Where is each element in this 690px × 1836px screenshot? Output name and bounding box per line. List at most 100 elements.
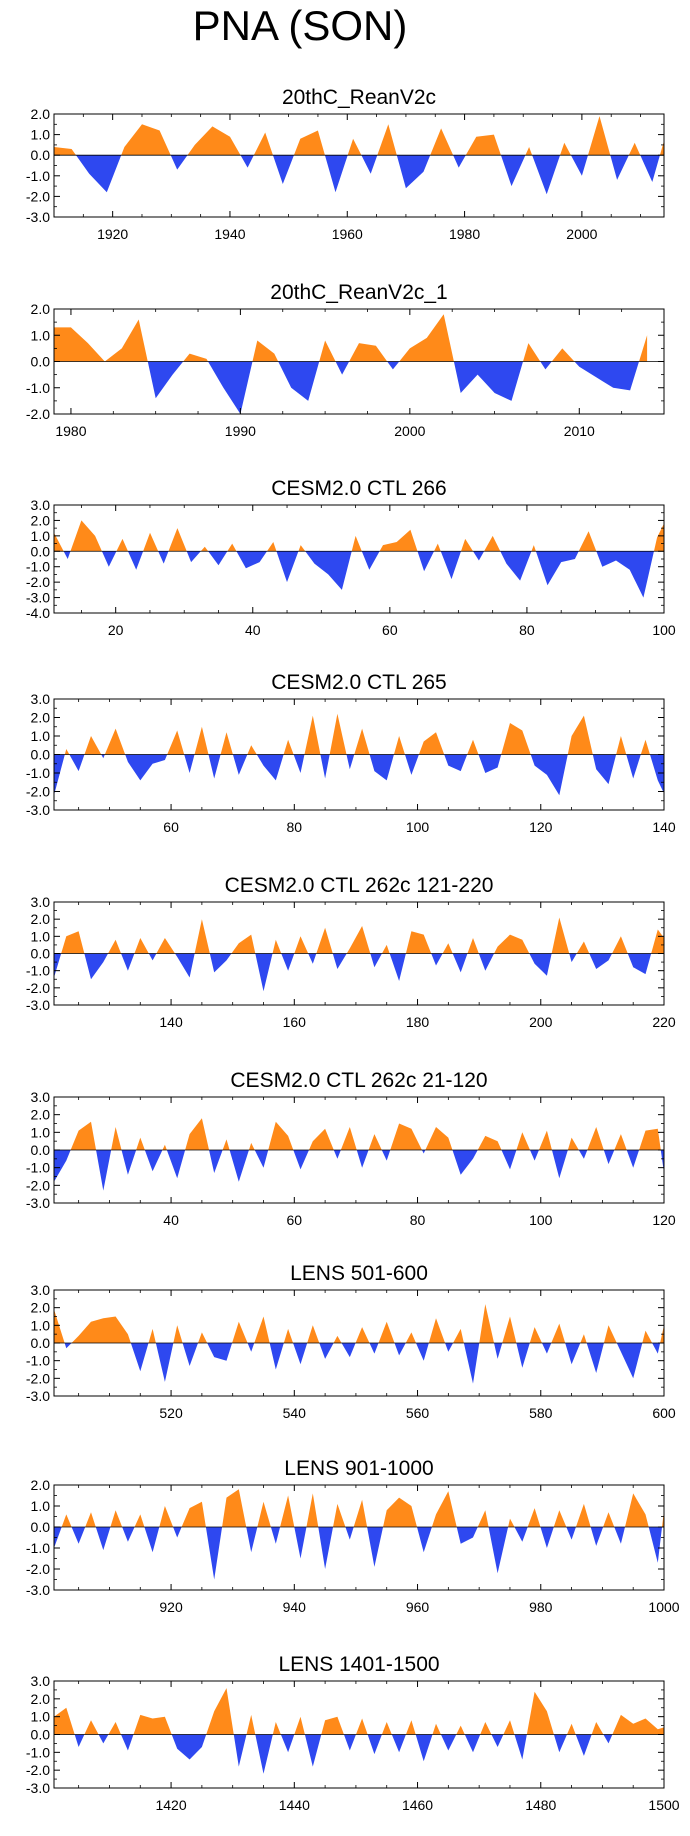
positive-area: [54, 1304, 664, 1343]
y-tick-label: 2.0: [31, 301, 51, 317]
y-tick-label: 2.0: [31, 106, 51, 122]
x-tick-label: 1440: [279, 1797, 310, 1813]
positive-area: [54, 314, 648, 362]
x-tick-label: 580: [529, 1405, 553, 1421]
negative-area: [54, 361, 648, 414]
chart-panel-8: LENS 901-1000 2.0 1.0 0.0 -1.0 -2.0 -3.0 920 940…: [26, 1457, 680, 1615]
y-tick-label: 1.0: [31, 728, 51, 744]
y-tick-label: 3.0: [31, 1089, 51, 1105]
y-tick-label: -4.0: [26, 605, 50, 621]
y-tick-label: -2.0: [26, 980, 50, 996]
y-tick-label: 2.0: [31, 1691, 51, 1707]
chart-title: 20thC_ReanV2c_1: [270, 281, 447, 304]
x-tick-label: 1920: [97, 226, 128, 242]
y-tick-label: 0.0: [31, 1335, 51, 1351]
y-tick-label: 0.0: [31, 1519, 51, 1535]
x-tick-label: 1980: [449, 226, 480, 242]
chart-panel-5: CESM2.0 CTL 262c 121-220 3.02.01.0 0.0-1.0…: [26, 874, 676, 1030]
x-tick-label: 1980: [55, 423, 86, 439]
y-tick-label: 1.0: [31, 1709, 51, 1725]
chart-panel-4: CESM2.0 CTL 265 3.0 2.0 1.0 0.0 -1.0 -2.0 -3.0 6…: [26, 671, 676, 835]
x-tick-label: 600: [652, 1405, 676, 1421]
x-tick-label: 120: [652, 1212, 676, 1228]
y-tick-label: -2.0: [26, 784, 50, 800]
y-tick-label: 0.0: [31, 1142, 51, 1158]
y-tick-label: -2.0: [26, 1762, 50, 1778]
x-tick-label: 40: [163, 1212, 179, 1228]
y-tick-label: -1.0: [26, 168, 50, 184]
chart-title: CESM2.0 CTL 262c 21-120: [230, 1069, 487, 1092]
y-tick-label: -2.0: [26, 406, 50, 422]
y-tick-label: -3.0: [26, 1388, 50, 1404]
x-tick-label: 60: [382, 622, 398, 638]
y-tick-label: -1.0: [26, 1353, 50, 1369]
y-tick-label: 0.0: [31, 1727, 51, 1743]
y-tick-label: -1.0: [26, 963, 50, 979]
y-tick-label: -1.0: [26, 380, 50, 396]
y-tick-label: 1.0: [31, 928, 51, 944]
x-tick-label: 20: [108, 622, 124, 638]
x-tick-label: 120: [529, 819, 553, 835]
x-tick-label: 80: [287, 819, 303, 835]
x-tick-label: 160: [283, 1014, 307, 1030]
y-tick-label: 0.0: [31, 147, 51, 163]
x-tick-label: 2000: [394, 423, 425, 439]
x-tick-label: 1420: [155, 1797, 186, 1813]
y-tick-label: 2.0: [31, 1477, 51, 1493]
chart-panel-7: LENS 501-600 3.0 2.01.0 0.0 -1.0-2.0 -3.0 520 5…: [26, 1262, 676, 1421]
x-tick-label: 1960: [332, 226, 363, 242]
y-tick-label: -2.0: [26, 188, 50, 204]
y-tick-label: -3.0: [26, 1582, 50, 1598]
y-tick-label: 1.0: [31, 127, 51, 143]
y-tick-label: -2.0: [26, 1561, 50, 1577]
y-tick-label: -1.0: [26, 765, 50, 781]
x-tick-label: 40: [245, 622, 261, 638]
chart-title: CESM2.0 CTL 265: [271, 671, 446, 694]
figure-title: PNA (SON): [192, 2, 408, 49]
plot-frame: [53, 1484, 665, 1591]
chart-title: CESM2.0 CTL 262c 121-220: [225, 874, 494, 897]
chart-title: 20thC_ReanV2c: [282, 86, 436, 109]
x-tick-label: 100: [529, 1212, 553, 1228]
x-tick-label: 920: [159, 1599, 183, 1615]
positive-area: [54, 1688, 664, 1735]
y-tick-label: -3.0: [26, 1780, 50, 1796]
y-tick-label: 2.0: [31, 710, 51, 726]
x-tick-label: 1990: [225, 423, 256, 439]
positive-area: [54, 1118, 664, 1150]
negative-area: [54, 155, 664, 195]
y-tick-label: -1.0: [26, 1160, 50, 1176]
x-tick-label: 540: [283, 1405, 307, 1421]
y-tick-label: -1.0: [26, 1744, 50, 1760]
y-tick-label: -3.0: [26, 997, 50, 1013]
x-tick-label: 960: [406, 1599, 430, 1615]
y-tick-label: 2.0: [31, 512, 51, 528]
positive-area: [54, 1489, 664, 1527]
x-tick-label: 60: [163, 819, 179, 835]
x-tick-label: 140: [652, 819, 676, 835]
y-tick-label: 2.0: [31, 911, 51, 927]
x-tick-label: 2000: [566, 226, 597, 242]
y-tick-label: 0.0: [31, 354, 51, 370]
chart-title: LENS 1401-1500: [278, 1653, 439, 1676]
chart-title: LENS 501-600: [290, 1262, 428, 1285]
x-tick-label: 1000: [648, 1599, 679, 1615]
x-tick-label: 560: [406, 1405, 430, 1421]
positive-area: [54, 713, 664, 755]
y-tick-label: -2.0: [26, 1177, 50, 1193]
chart-title: LENS 901-1000: [284, 1457, 433, 1480]
chart-panel-6: CESM2.0 CTL 262c 21-1203.02.01.00.0-1.0-…: [26, 1069, 676, 1228]
y-tick-label: 1.0: [31, 1498, 51, 1514]
y-tick-label: 2.0: [31, 1107, 51, 1123]
chart-panel-3: CESM2.0 CTL 266 3.02.01.00.0-1.0-2.0-3.0-…: [26, 477, 676, 638]
chart-panel-9: LENS 1401-1500 3.0 2.0 1.0 0.0-1.0 -2.0 -3.0 14…: [26, 1653, 680, 1813]
negative-area: [54, 1343, 664, 1384]
y-tick-label: -3.0: [26, 1195, 50, 1211]
x-tick-label: 140: [159, 1014, 183, 1030]
x-tick-label: 180: [406, 1014, 430, 1030]
positive-area: [54, 917, 664, 954]
y-tick-label: 2.0: [31, 1300, 51, 1316]
chart-title: CESM2.0 CTL 266: [271, 477, 446, 500]
x-tick-label: 80: [519, 622, 535, 638]
